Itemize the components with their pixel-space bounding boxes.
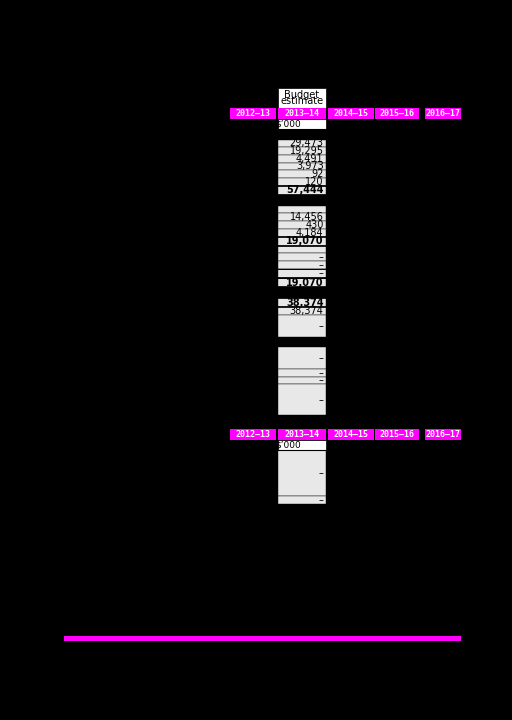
Text: –: –	[319, 269, 324, 279]
Text: $’000: $’000	[275, 120, 301, 128]
Bar	[278, 307, 326, 315]
Text: 430: 430	[305, 220, 324, 230]
Bar	[278, 496, 326, 504]
Text: 4,491: 4,491	[296, 154, 324, 163]
Bar	[328, 429, 374, 440]
Text: 38,374: 38,374	[290, 306, 324, 316]
Text: –: –	[319, 252, 324, 262]
Text: 2014–15: 2014–15	[333, 430, 368, 439]
Bar	[278, 206, 326, 213]
Bar	[278, 229, 326, 237]
Text: –: –	[319, 368, 324, 378]
Text: 2015–16: 2015–16	[380, 430, 415, 439]
Text: 19,295: 19,295	[290, 146, 324, 156]
Bar	[278, 450, 326, 496]
Bar	[278, 384, 326, 415]
Bar	[425, 108, 461, 119]
Text: 38.374: 38.374	[286, 298, 324, 307]
Bar	[278, 163, 326, 171]
Text: 2013–14: 2013–14	[285, 430, 319, 439]
Text: 57,444: 57,444	[286, 185, 324, 195]
Bar	[278, 377, 326, 384]
Bar	[278, 186, 326, 195]
Bar	[278, 278, 326, 287]
Text: 4,184: 4,184	[296, 228, 324, 238]
Text: –: –	[319, 395, 324, 405]
Text: $’000: $’000	[275, 441, 301, 449]
Bar	[425, 429, 461, 440]
Bar	[278, 213, 326, 221]
Bar	[375, 108, 419, 119]
Text: –: –	[319, 321, 324, 331]
Bar	[278, 440, 326, 450]
Text: 92: 92	[311, 169, 324, 179]
Bar	[278, 246, 326, 253]
Bar	[278, 140, 326, 147]
Bar	[278, 369, 326, 377]
Bar	[230, 108, 276, 119]
Bar	[278, 171, 326, 178]
Text: –: –	[319, 354, 324, 363]
Bar	[230, 429, 276, 440]
Text: –: –	[319, 376, 324, 385]
Text: –: –	[319, 468, 324, 478]
Bar	[278, 88, 326, 108]
Text: –: –	[319, 495, 324, 505]
Text: 2012–13: 2012–13	[236, 109, 271, 118]
Bar	[278, 429, 326, 440]
Bar	[64, 636, 461, 641]
Bar	[278, 155, 326, 163]
Bar	[278, 237, 326, 246]
Text: –: –	[319, 260, 324, 270]
Bar	[375, 429, 419, 440]
Text: 2016–17: 2016–17	[425, 430, 460, 439]
Text: 14,456: 14,456	[290, 212, 324, 222]
Bar	[278, 178, 326, 186]
Bar	[278, 108, 326, 119]
Text: 3,973: 3,973	[296, 161, 324, 171]
Text: 19,070: 19,070	[286, 236, 324, 246]
Bar	[278, 269, 326, 278]
Bar	[278, 253, 326, 261]
Bar	[278, 147, 326, 155]
Bar	[278, 315, 326, 337]
Text: 2013–14: 2013–14	[285, 109, 319, 118]
Text: 2016–17: 2016–17	[425, 109, 460, 118]
Bar	[278, 298, 326, 307]
Text: 29,473: 29,473	[290, 138, 324, 148]
Text: 2014–15: 2014–15	[333, 109, 368, 118]
Bar	[278, 119, 326, 129]
Text: estimate: estimate	[281, 96, 324, 107]
Text: 120: 120	[305, 177, 324, 187]
Bar	[278, 348, 326, 369]
Text: 19,070: 19,070	[286, 278, 324, 288]
Bar	[328, 108, 374, 119]
Bar	[278, 261, 326, 269]
Text: 2015–16: 2015–16	[380, 109, 415, 118]
Bar	[278, 221, 326, 229]
Text: 2012–13: 2012–13	[236, 430, 271, 439]
Text: Budget: Budget	[284, 89, 319, 99]
